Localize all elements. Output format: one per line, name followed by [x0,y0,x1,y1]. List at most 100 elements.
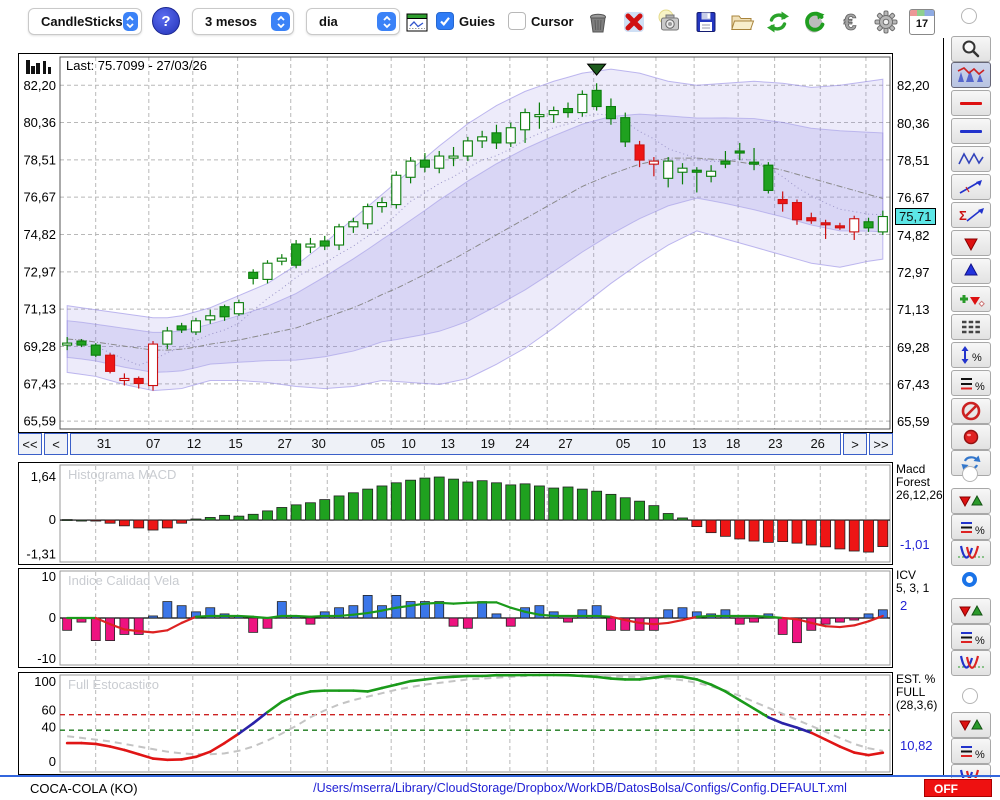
scroll-right-button[interactable]: > [843,433,867,455]
status-bar: COCA-COLA (KO) /Users/mserra/Library/Clo… [0,778,1000,800]
blue-line-icon [960,130,982,133]
config-path[interactable]: /Users/mserra/Library/CloudStorage/Dropb… [313,781,847,795]
refresh-button[interactable] [763,7,793,37]
scroll-far-left-button[interactable]: << [18,433,42,455]
off-toggle-button[interactable]: OFF [924,779,992,797]
svg-text:60: 60 [42,702,56,717]
svg-text:%: % [975,749,985,761]
svg-text:72,97: 72,97 [23,264,56,279]
area-chart-icon [957,67,985,82]
svg-text:40: 40 [42,720,56,735]
refresh-arrows-icon [767,11,789,33]
sigma-trend-tool-button[interactable]: Σ [951,202,991,228]
zoom-tool-button[interactable] [951,36,991,62]
svg-text:65,59: 65,59 [23,414,56,429]
price-axis-label: 71,13 [897,302,930,318]
price-axis-label: 72,97 [897,264,930,280]
stoch-label: (28,3,6) [896,698,938,712]
trash-button[interactable] [583,7,613,37]
red-hline-tool-button[interactable] [951,90,991,116]
cursor-label: Cursor [531,14,574,29]
macd-signals-button[interactable] [951,488,991,514]
zigzag-tool-button[interactable] [951,146,991,172]
guies-label: Guies [459,14,496,29]
calendar-icon: 17 [909,9,935,35]
chart-type-select[interactable]: CandleSticks [28,8,142,35]
macd-chart-svg[interactable]: 1,64 0 -1,31 Histograma MACD [18,462,893,565]
timeframe-select[interactable]: dia [306,8,400,35]
macd-panel-radio[interactable] [962,466,978,482]
trendline-tool-button[interactable] [951,174,991,200]
undo-arrow-icon [805,11,825,33]
percent-lines-tool-button[interactable]: % [951,370,991,396]
main-panel-radio[interactable] [961,8,977,24]
chevron-up-down-icon [271,12,290,31]
date-label: 05 [370,436,386,451]
svg-text:0: 0 [49,610,56,625]
trash-icon [590,13,606,33]
blue-hline-tool-button[interactable] [951,118,991,144]
icv-curve-button[interactable] [951,650,991,676]
plus-arrow-icon [960,295,985,307]
stochastic-percent-button[interactable]: % [951,738,991,764]
icv-chart-svg[interactable]: 10 0 -10 Indice Calidad Vela [18,568,893,668]
measure-range-tool-button[interactable]: % [951,342,991,368]
date-labels-strip: 31 07 12 15 27 30 05 10 13 19 24 27 05 10 13 18 23 26 [70,433,841,455]
record-dot-icon [963,429,979,445]
add-signal-tool-button[interactable] [951,286,991,312]
undo-button[interactable] [799,7,829,37]
buy-arrow-tool-button[interactable] [951,258,991,284]
stochastic-chart-svg[interactable]: 100 60 40 0 Full Estocastico [18,672,893,775]
currency-button[interactable]: € [835,7,865,37]
macd-label: Macd [896,462,926,476]
help-button[interactable]: ? [152,7,180,35]
levels-tool-button[interactable] [951,314,991,340]
icv-signals-button[interactable] [951,598,991,624]
lines-percent-icon: % [961,378,985,393]
svg-text:Indice Calidad Vela: Indice Calidad Vela [68,573,180,588]
stochastic-signals-button[interactable] [951,712,991,738]
guies-checkbox[interactable] [436,12,454,30]
scroll-left-button[interactable]: < [44,433,68,455]
main-chart-svg[interactable]: 82,20 80,36 78,51 76,67 74,82 72,97 71,13 69,28… [18,53,893,433]
date-label: 13 [440,436,456,451]
chevron-up-down-icon [377,12,396,31]
mini-chart-window-icon[interactable] [402,7,432,37]
delete-button[interactable] [619,7,649,37]
macd-curve-button[interactable] [951,540,991,566]
svg-text:%: % [972,352,982,364]
open-button[interactable] [727,7,757,37]
period-select[interactable]: 3 mesos [192,8,294,35]
stochastic-panel-radio[interactable] [962,688,978,704]
scroll-far-right-button[interactable]: >> [869,433,893,455]
date-label: 31 [96,436,112,451]
date-label: 18 [725,436,741,451]
record-button[interactable] [951,424,991,450]
date-label: 23 [768,436,783,451]
sell-arrow-tool-button[interactable] [951,230,991,256]
icv-panel-radio-selected[interactable] [962,572,977,587]
stoch-label: FULL [896,685,926,699]
down-up-arrows-icon [959,494,983,508]
svg-text:82,20: 82,20 [23,78,56,93]
save-button[interactable] [691,7,721,37]
svg-text:Histograma MACD: Histograma MACD [68,467,176,482]
period-value: 3 mesos [205,14,258,29]
date-label: 27 [277,436,293,451]
price-axis-label: 78,51 [897,152,930,168]
icv-params: ICV 5, 3, 1 [896,569,948,595]
settings-button[interactable] [871,7,901,37]
check-icon [440,17,450,26]
cursor-checkbox[interactable] [508,12,526,30]
date-label: 12 [186,436,202,451]
icv-percent-button[interactable]: % [951,624,991,650]
date-label: 15 [228,436,243,451]
timeframe-value: dia [319,14,338,29]
macd-percent-button[interactable]: % [951,514,991,540]
indicator-chart-tool-button[interactable] [951,62,991,88]
calendar-button[interactable]: 17 [907,7,937,37]
snapshot-button[interactable] [655,7,685,37]
disable-tool-button[interactable] [951,398,991,424]
folder-icon [731,15,755,30]
svg-text:100: 100 [34,674,56,689]
